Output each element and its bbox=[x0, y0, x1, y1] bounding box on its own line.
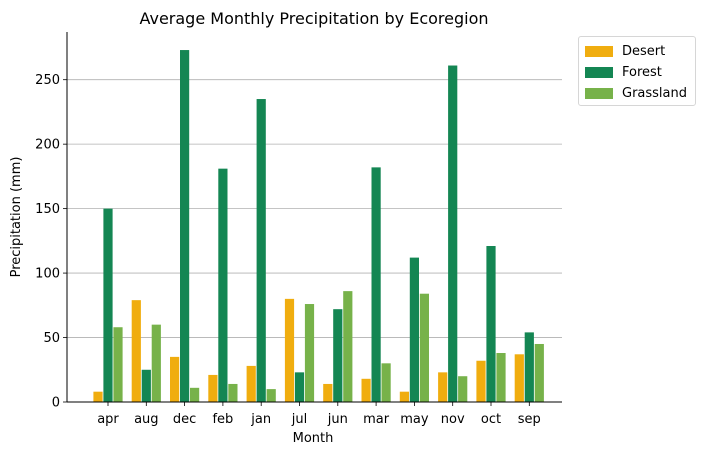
bar-forest-apr bbox=[103, 208, 113, 402]
bar-desert-dec bbox=[170, 356, 180, 402]
bar-desert-apr bbox=[93, 391, 103, 402]
bar-grassland-apr bbox=[113, 327, 123, 402]
bar-grassland-aug bbox=[151, 324, 161, 402]
bar-forest-nov bbox=[448, 65, 458, 402]
y-axis-label: Precipitation (mm) bbox=[9, 157, 24, 278]
y-tick-label: 150 bbox=[35, 202, 60, 217]
legend-item-desert: Desert bbox=[585, 43, 665, 59]
x-tick-label: mar bbox=[363, 412, 390, 427]
bar-forest-sep bbox=[524, 332, 534, 402]
bar-desert-jan bbox=[246, 365, 256, 402]
gridlines bbox=[67, 79, 562, 338]
x-tick-label: may bbox=[400, 412, 429, 427]
bar-grassland-mar bbox=[381, 363, 391, 402]
legend-swatch bbox=[585, 87, 613, 99]
y-tick-label: 0 bbox=[52, 396, 60, 411]
bar-forest-may bbox=[409, 257, 419, 402]
x-tick-label: sep bbox=[518, 412, 541, 427]
x-tick-labels: apr aug dec feb jan jul jun mar may nov oct sep bbox=[97, 402, 541, 427]
bar-desert-may bbox=[399, 391, 409, 402]
x-tick-label: dec bbox=[173, 412, 196, 427]
bar-desert-feb bbox=[208, 374, 218, 402]
bar-desert-nov bbox=[438, 372, 448, 402]
bar-desert-jul bbox=[284, 298, 295, 402]
y-tick-label: 50 bbox=[43, 331, 60, 346]
x-tick-label: feb bbox=[212, 412, 233, 427]
y-tick-label: 100 bbox=[35, 267, 60, 282]
bar-forest-dec bbox=[180, 50, 190, 403]
bar-forest-jul bbox=[294, 372, 305, 402]
bar-desert-oct bbox=[476, 360, 486, 402]
bar-grassland-sep bbox=[534, 343, 544, 402]
x-axis-label: Month bbox=[293, 431, 334, 446]
bar-grassland-jan bbox=[266, 389, 276, 402]
x-tick-label: jun bbox=[327, 412, 348, 427]
y-tick-label: 250 bbox=[35, 73, 60, 88]
bar-forest-feb bbox=[218, 168, 228, 402]
legend: Desert Forest Grassland bbox=[578, 36, 696, 106]
bar-forest-jan bbox=[256, 99, 266, 402]
legend-swatch bbox=[585, 66, 613, 78]
legend-item-forest: Forest bbox=[585, 64, 662, 80]
bars bbox=[93, 50, 544, 403]
bar-forest-mar bbox=[371, 167, 381, 402]
bar-grassland-feb bbox=[228, 383, 238, 402]
legend-label: Grassland bbox=[622, 85, 687, 101]
x-tick-label: aug bbox=[134, 412, 158, 427]
chart-title: Average Monthly Precipitation by Ecoregi… bbox=[139, 9, 488, 28]
bar-grassland-jun bbox=[343, 291, 353, 402]
bar-grassland-oct bbox=[496, 353, 506, 402]
legend-item-grassland: Grassland bbox=[585, 85, 687, 101]
bar-desert-mar bbox=[361, 378, 371, 402]
bar-grassland-may bbox=[419, 293, 429, 402]
y-tick-labels: 0 50 100 150 200 250 bbox=[35, 73, 67, 411]
axes bbox=[66, 32, 562, 403]
x-tick-label: nov bbox=[441, 412, 465, 427]
bar-forest-jun bbox=[333, 309, 343, 402]
legend-swatch bbox=[585, 45, 613, 57]
bar-desert-sep bbox=[514, 354, 524, 402]
x-tick-label: apr bbox=[97, 412, 119, 427]
bar-forest-aug bbox=[141, 369, 151, 402]
y-tick-label: 200 bbox=[35, 138, 60, 153]
bar-grassland-jul bbox=[304, 304, 315, 402]
x-tick-label: jul bbox=[291, 412, 307, 427]
x-tick-label: oct bbox=[481, 412, 501, 427]
legend-label: Desert bbox=[622, 43, 666, 59]
bar-forest-oct bbox=[486, 246, 496, 402]
bar-grassland-dec bbox=[190, 387, 200, 402]
x-tick-label: jan bbox=[250, 412, 271, 427]
bar-grassland-nov bbox=[458, 376, 468, 402]
bar-desert-jun bbox=[323, 383, 333, 402]
bar-desert-aug bbox=[131, 300, 141, 402]
legend-label: Forest bbox=[622, 64, 662, 80]
